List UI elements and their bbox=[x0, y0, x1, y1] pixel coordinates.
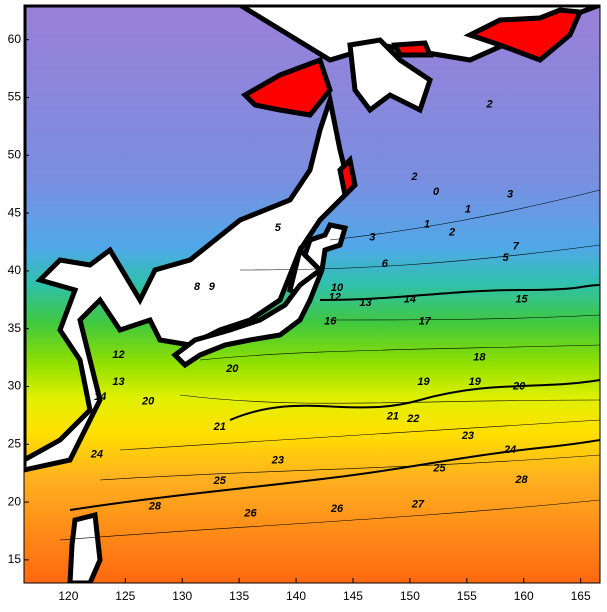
contour-label: 13 bbox=[112, 376, 124, 388]
x-tick-label: 135 bbox=[229, 589, 249, 603]
contour-label: 21 bbox=[213, 421, 226, 433]
contour-label: 10 bbox=[331, 282, 344, 294]
contour-label: 14 bbox=[404, 294, 416, 306]
contour-label: 12 bbox=[112, 349, 124, 361]
y-tick-label: 45 bbox=[8, 205, 22, 219]
contour-label: 20 bbox=[141, 395, 155, 407]
contour-label: 18 bbox=[473, 351, 486, 363]
y-tick-label: 35 bbox=[8, 321, 22, 335]
contour-label: 17 bbox=[419, 316, 432, 328]
x-tick-label: 150 bbox=[400, 589, 420, 603]
contour-line bbox=[229, 379, 600, 421]
y-tick-label: 20 bbox=[8, 494, 22, 508]
contour-label: 25 bbox=[213, 475, 227, 487]
contour-label: 2 bbox=[448, 227, 455, 239]
contour-label: 7 bbox=[513, 241, 520, 253]
contour-label: 21 bbox=[386, 410, 399, 422]
ice-patch bbox=[337, 154, 358, 201]
contour-label: 19 bbox=[417, 376, 430, 388]
y-tick-label: 40 bbox=[8, 263, 22, 277]
contour-label: 20 bbox=[225, 363, 239, 375]
contour-label: 5 bbox=[275, 222, 282, 234]
contour-label: 15 bbox=[515, 294, 528, 306]
contour-label: 19 bbox=[469, 376, 482, 388]
ice bbox=[240, 7, 584, 201]
x-tick-label: 140 bbox=[286, 589, 306, 603]
y-tick-label: 15 bbox=[8, 552, 22, 566]
contour-label: 9 bbox=[209, 281, 216, 293]
x-tick-label: 165 bbox=[571, 589, 591, 603]
contour-label: 3 bbox=[369, 231, 375, 243]
japan bbox=[171, 222, 349, 369]
contour-label: 26 bbox=[330, 503, 344, 515]
contour-label: 23 bbox=[271, 454, 284, 466]
contour-label: 8 bbox=[194, 281, 201, 293]
y-tick-label: 55 bbox=[8, 90, 22, 104]
contour-label: 25 bbox=[432, 462, 446, 474]
contour-label: 1 bbox=[465, 204, 471, 216]
okhotsk-island bbox=[347, 37, 433, 114]
y-tick-label: 30 bbox=[8, 379, 22, 393]
contour-lines bbox=[69, 284, 600, 511]
y-tick-label: 25 bbox=[8, 436, 22, 450]
contour-label: 2 bbox=[486, 98, 493, 110]
x-tick-label: 155 bbox=[457, 589, 477, 603]
contour-label: 26 bbox=[243, 508, 257, 520]
contour-line bbox=[319, 284, 600, 301]
contour-label: 24 bbox=[90, 449, 103, 461]
x-tick-label: 145 bbox=[343, 589, 363, 603]
ice-patch bbox=[463, 7, 584, 63]
x-tick-label: 120 bbox=[58, 589, 78, 603]
contour-label: 16 bbox=[324, 316, 337, 328]
contour-label: 5 bbox=[502, 252, 509, 264]
contour-label: 6 bbox=[382, 258, 389, 270]
contour-label: 28 bbox=[148, 501, 162, 513]
y-tick-label: 50 bbox=[8, 147, 22, 161]
y-tick-label: 60 bbox=[8, 32, 22, 46]
x-tick-label: 125 bbox=[115, 589, 135, 603]
contour-label: 22 bbox=[406, 413, 419, 425]
contour-label: 0 bbox=[433, 186, 440, 198]
contour-label: 24 bbox=[503, 444, 516, 456]
contour-label: 12 bbox=[329, 291, 341, 303]
contour-label: 3 bbox=[507, 188, 513, 200]
contour-label: 2 bbox=[410, 171, 417, 183]
contour-label: 13 bbox=[359, 297, 371, 309]
x-tick-label: 160 bbox=[514, 589, 534, 603]
contour-label: 27 bbox=[411, 498, 425, 510]
ice-patch bbox=[240, 56, 333, 118]
ice-patch bbox=[391, 40, 434, 58]
plot-frame bbox=[23, 4, 601, 584]
contour-label: 20 bbox=[512, 380, 526, 392]
taiwan bbox=[67, 511, 103, 583]
contour-label: 23 bbox=[461, 430, 474, 442]
x-tick-label: 130 bbox=[172, 589, 192, 603]
contour-line bbox=[69, 439, 600, 511]
sst-field bbox=[24, 5, 600, 583]
contour-label: 14 bbox=[94, 391, 106, 403]
contour-label: 28 bbox=[514, 474, 528, 486]
contour-label: 1 bbox=[424, 219, 430, 231]
